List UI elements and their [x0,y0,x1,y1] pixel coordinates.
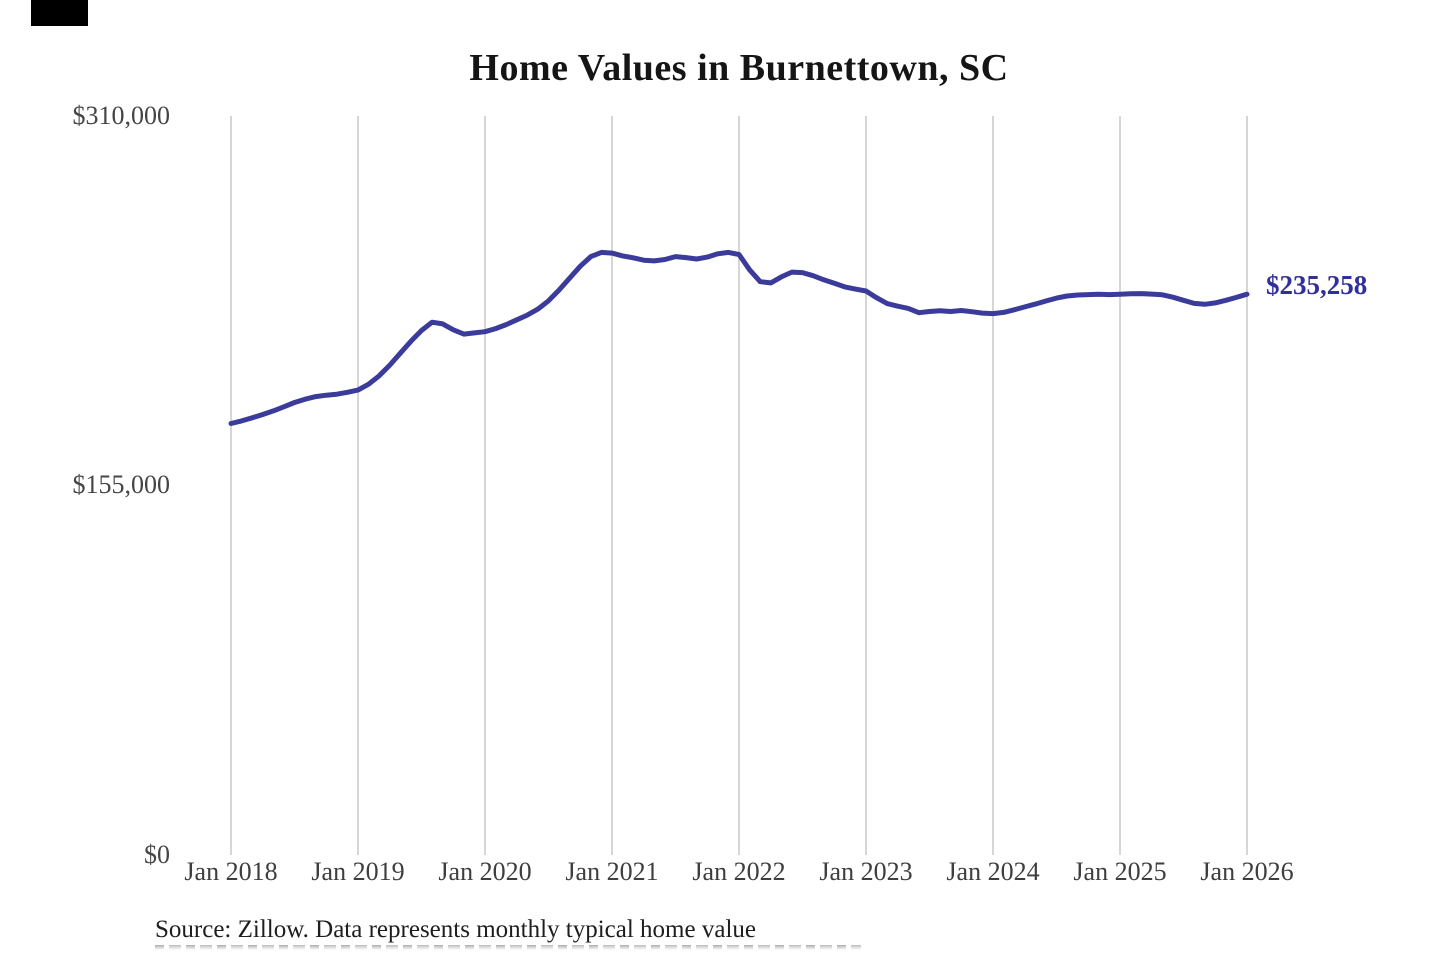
x-axis-tick-label-jan-2024: Jan 2024 [946,857,1040,886]
x-axis-tick-label-jan-2022: Jan 2022 [692,857,786,886]
current-value-label: $235,258 [1266,270,1368,300]
x-axis-tick-label-jan-2026: Jan 2026 [1200,857,1294,886]
y-axis-tick-label-310000: $310,000 [72,101,171,130]
x-axis-tick-label-jan-2020: Jan 2020 [438,857,532,886]
y-axis-tick-label-0: $0 [144,840,170,869]
x-axis-tick-label-jan-2018: Jan 2018 [184,857,278,886]
home-value-line [228,249,1250,426]
x-axis-tick-label-jan-2019: Jan 2019 [311,857,405,886]
source-attribution: Source: Zillow. Data represents monthly … [155,916,756,943]
x-axis-tick-label-jan-2023: Jan 2023 [819,857,913,886]
x-axis-tick-label-jan-2025: Jan 2025 [1073,857,1167,886]
clipped-text-artifact [155,945,861,950]
x-axis-tick-label-jan-2021: Jan 2021 [565,857,659,886]
chart-title: Home Values in Burnettown, SC [469,47,1009,89]
y-axis-tick-label-155000: $155,000 [72,470,171,499]
top-left-black-box [31,0,88,26]
